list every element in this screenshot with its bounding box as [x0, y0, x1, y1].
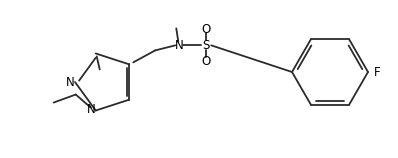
Text: O: O [202, 23, 211, 36]
Text: F: F [374, 66, 380, 79]
Text: N: N [66, 76, 74, 89]
Text: S: S [203, 39, 210, 52]
Text: N: N [87, 103, 96, 116]
Text: O: O [202, 55, 211, 68]
Text: N: N [175, 39, 183, 52]
